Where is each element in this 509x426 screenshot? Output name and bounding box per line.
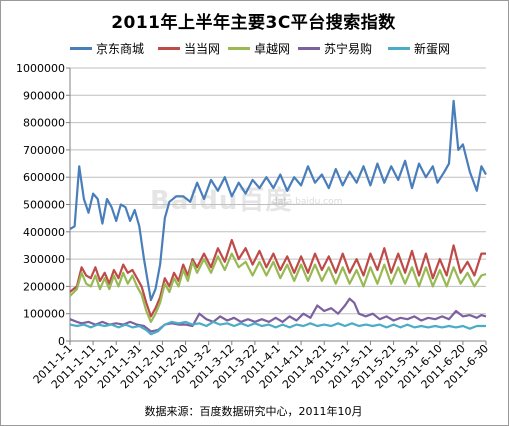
legend-swatch xyxy=(388,47,410,50)
series-line xyxy=(69,252,487,323)
legend-swatch xyxy=(70,47,92,50)
y-tick-label: 500000 xyxy=(23,199,65,212)
legend-swatch xyxy=(158,47,180,50)
legend-swatch xyxy=(298,47,320,50)
legend-item: 当当网 xyxy=(158,40,220,57)
watermark-url: data.baidu.com xyxy=(272,197,343,207)
legend-item: 新蛋网 xyxy=(388,40,450,57)
y-tick-label: 200000 xyxy=(23,280,65,293)
legend-item: 京东商城 xyxy=(70,40,144,57)
y-tick-label: 900000 xyxy=(23,89,65,102)
series-line xyxy=(69,99,487,302)
data-source-note: 数据来源：百度数据研究中心，2011年10月 xyxy=(144,405,363,418)
legend: 京东商城 当当网 卓越网 苏宁易购 新蛋网 xyxy=(70,40,490,56)
chart-title: 2011年上半年主要3C平台搜索指数 xyxy=(111,13,396,33)
legend-swatch xyxy=(228,47,250,50)
legend-item: 卓越网 xyxy=(228,40,290,57)
y-tick-label: 800000 xyxy=(23,117,65,130)
legend-label: 卓越网 xyxy=(254,42,291,56)
y-tick-label: 1000000 xyxy=(16,62,65,75)
y-tick-label: 400000 xyxy=(23,226,65,239)
legend-label: 当当网 xyxy=(184,42,221,56)
y-tick-label: 600000 xyxy=(23,171,65,184)
watermark-logo: Baidu百度 xyxy=(150,186,293,216)
legend-label: 新蛋网 xyxy=(414,42,451,56)
series-line xyxy=(69,320,486,336)
legend-item: 苏宁易购 xyxy=(298,40,372,57)
y-tick-label: 700000 xyxy=(23,144,65,157)
y-tick-label: 300000 xyxy=(23,253,65,266)
y-tick-label: 100000 xyxy=(23,308,65,321)
y-tick-label: 0 xyxy=(58,335,65,348)
series-line xyxy=(69,238,486,318)
legend-label: 苏宁易购 xyxy=(324,42,373,56)
legend-label: 京东商城 xyxy=(96,42,145,56)
